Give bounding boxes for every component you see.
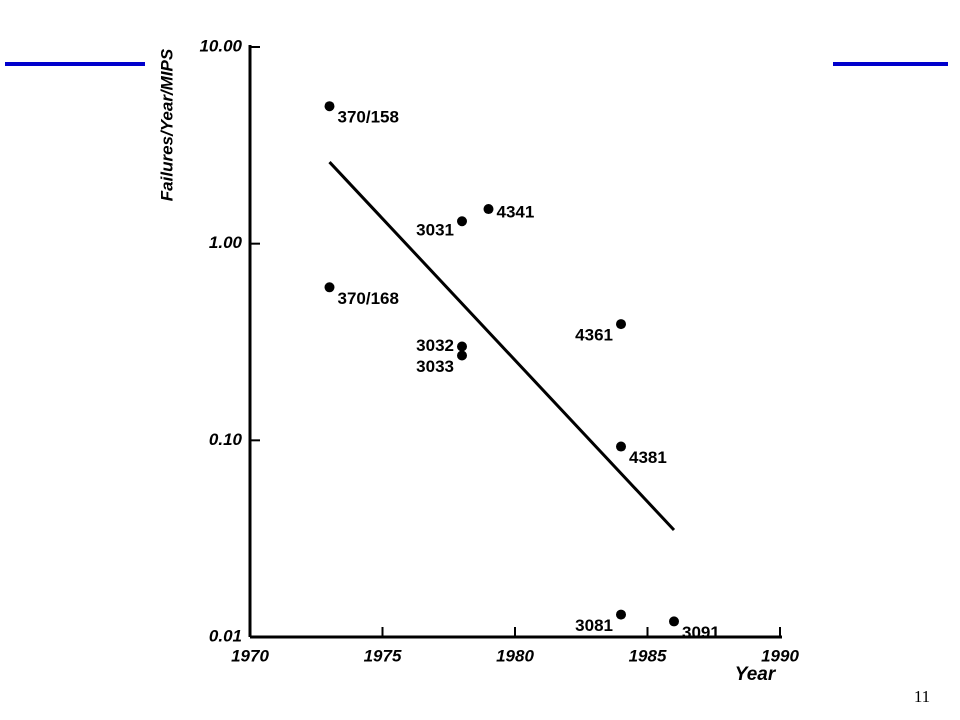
point-label: 4361 (575, 326, 613, 345)
point (457, 350, 467, 361)
point (457, 216, 467, 227)
point-label: 3081 (575, 616, 613, 635)
point-label: 3031 (416, 221, 454, 240)
point-label: 3091 (682, 623, 720, 642)
y-tick-label: 1.00 (209, 233, 243, 252)
y-tick-label: 0.01 (209, 626, 242, 645)
point (324, 101, 335, 112)
x-tick-label: 1990 (761, 646, 799, 665)
point-label: 370/168 (338, 289, 399, 308)
point (324, 282, 335, 293)
trend-line (328, 161, 676, 532)
point (457, 341, 467, 352)
point (616, 609, 626, 620)
y-tick-label: 0.10 (209, 430, 243, 449)
y-tick-label: 10.00 (199, 36, 242, 55)
x-tick-label: 1970 (231, 646, 269, 665)
point-label: 3032 (416, 336, 454, 355)
x-tick-label: 1985 (629, 646, 667, 665)
point (616, 441, 626, 452)
page-number: 11 (914, 687, 930, 706)
point-label: 3033 (416, 357, 454, 376)
point-label: 370/158 (338, 108, 399, 127)
point-label: 4381 (629, 448, 667, 467)
point (669, 616, 679, 627)
y-axis-label: Failures/Year/MIPS (157, 48, 176, 201)
point-label: 4341 (497, 203, 535, 222)
point (483, 204, 494, 215)
x-axis-label: Year (735, 664, 777, 685)
x-tick-label: 1975 (364, 646, 402, 665)
point (616, 319, 626, 330)
x-tick-label: 1980 (496, 646, 534, 665)
